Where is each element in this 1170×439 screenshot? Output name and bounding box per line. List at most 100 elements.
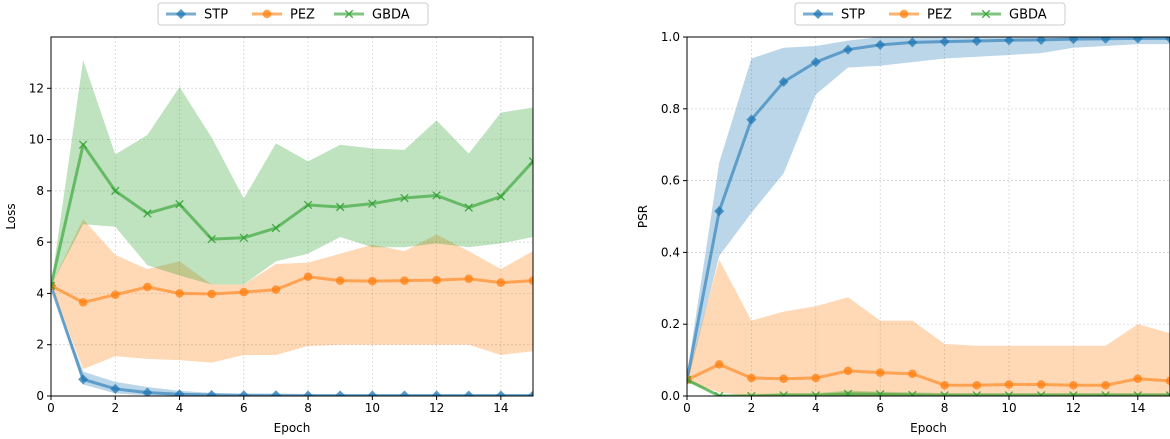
y-tick-label: 0.0: [661, 389, 680, 403]
x-tick-label: 2: [111, 401, 119, 415]
y-tick-label: 10: [29, 133, 44, 147]
legend: STP PEZ GBDA: [157, 2, 429, 26]
gbda-point: [779, 391, 788, 396]
stp-point: [78, 374, 89, 385]
pez-point: [335, 276, 345, 285]
gbda-point: [464, 203, 473, 212]
pez-point: [747, 373, 756, 383]
x-axis-label: Epoch: [274, 421, 311, 435]
gbda-point: [496, 192, 506, 201]
gbda-point: [335, 202, 345, 212]
gbda-point: [714, 391, 724, 396]
stp-point: [843, 44, 853, 55]
pez-point: [207, 289, 216, 299]
x-tick-label: 0: [47, 401, 55, 415]
gbda-point: [908, 390, 917, 396]
x-tick-label: 6: [876, 401, 884, 415]
gbda-point: [143, 209, 152, 218]
pez-point: [464, 274, 473, 284]
pez-point: [940, 380, 949, 390]
y-tick-label: 4: [36, 286, 44, 300]
pez-point: [496, 278, 506, 287]
pez-point: [111, 290, 120, 299]
pez-point: [303, 272, 313, 282]
gbda-point: [1004, 391, 1014, 396]
y-axis-label: Loss: [4, 203, 18, 229]
pez-point: [875, 368, 885, 377]
stp-point: [778, 76, 789, 87]
legend-pez-marker: [899, 9, 909, 19]
grid: [50, 37, 533, 397]
stp-point: [907, 37, 918, 48]
pez-point: [1101, 380, 1110, 390]
gbda-point: [528, 157, 533, 166]
stp-line: [687, 37, 1170, 381]
x-tick-label: 4: [812, 401, 820, 415]
y-axis-label: PSR: [636, 205, 650, 228]
stp-point: [238, 390, 249, 396]
stp-point: [971, 37, 982, 46]
y-tick-label: 1.0: [661, 30, 680, 44]
x-tick-label: 10: [1001, 401, 1016, 415]
stp-point: [810, 57, 821, 68]
legend-pez-marker: [262, 9, 272, 19]
x-tick-label: 2: [748, 401, 756, 415]
pez-point: [271, 285, 281, 294]
gbda-point: [875, 389, 885, 396]
pez-point: [843, 366, 853, 376]
stp-point: [367, 390, 378, 396]
stp-point: [270, 390, 281, 396]
pez-point: [1133, 374, 1143, 384]
pez-point: [78, 298, 88, 307]
pez-point: [239, 287, 249, 297]
x-tick-label: 10: [365, 401, 380, 415]
stp-point: [746, 114, 757, 125]
stp-point: [939, 37, 950, 47]
y-tick-label: 0.8: [661, 102, 680, 116]
gbda-point: [1133, 391, 1143, 396]
pez-point: [528, 276, 533, 285]
gbda-point: [303, 200, 313, 210]
pez-point: [811, 373, 821, 383]
gbda-point: [972, 391, 982, 396]
pez-point: [1004, 380, 1014, 389]
legend-gbda-label: GBDA: [372, 8, 410, 23]
stp-point: [206, 389, 217, 396]
stp-point: [174, 389, 185, 396]
pez-point: [400, 276, 409, 285]
gbda-point: [111, 186, 120, 196]
gbda-point: [940, 391, 949, 396]
pez-point: [1069, 380, 1078, 390]
x-tick-label: 0: [683, 401, 691, 415]
stp-point: [714, 206, 725, 217]
gbda-point: [207, 234, 216, 244]
stp-point: [1132, 37, 1143, 44]
legend-pez-label: PEZ: [290, 8, 315, 23]
stp-point: [110, 383, 121, 394]
gbda-point: [51, 281, 56, 290]
x-tick-label: 12: [1066, 401, 1081, 415]
stp-point: [1068, 37, 1079, 45]
stp-point: [1100, 37, 1111, 44]
stp-point: [528, 390, 533, 396]
legend-stp-marker: [813, 9, 823, 19]
legend-box: [794, 2, 1066, 26]
psr-chart: 0 2 4 6 8 10 12 14 0.0 0.2 0.4 0.6 0.8 1.0 Epoch PSR STP…: [636, 2, 1170, 435]
gbda-point: [1069, 391, 1078, 396]
gbda-point: [432, 191, 441, 200]
pez-point: [779, 374, 788, 384]
pez-point: [1036, 380, 1046, 389]
pez-point: [368, 276, 377, 286]
x-tick-label: 14: [493, 401, 508, 415]
x-tick-label: 8: [304, 401, 312, 415]
legend-gbda-marker: [344, 9, 354, 19]
plot-area: [687, 37, 1170, 396]
stp-point: [463, 390, 474, 396]
pez-point: [1165, 376, 1170, 386]
gbda-band: [51, 60, 533, 286]
gbda-point: [78, 140, 88, 149]
y-tick-label: 12: [29, 81, 44, 95]
pez-band: [51, 219, 533, 370]
x-tick-label: 4: [176, 401, 184, 415]
gbda-point: [400, 193, 409, 203]
